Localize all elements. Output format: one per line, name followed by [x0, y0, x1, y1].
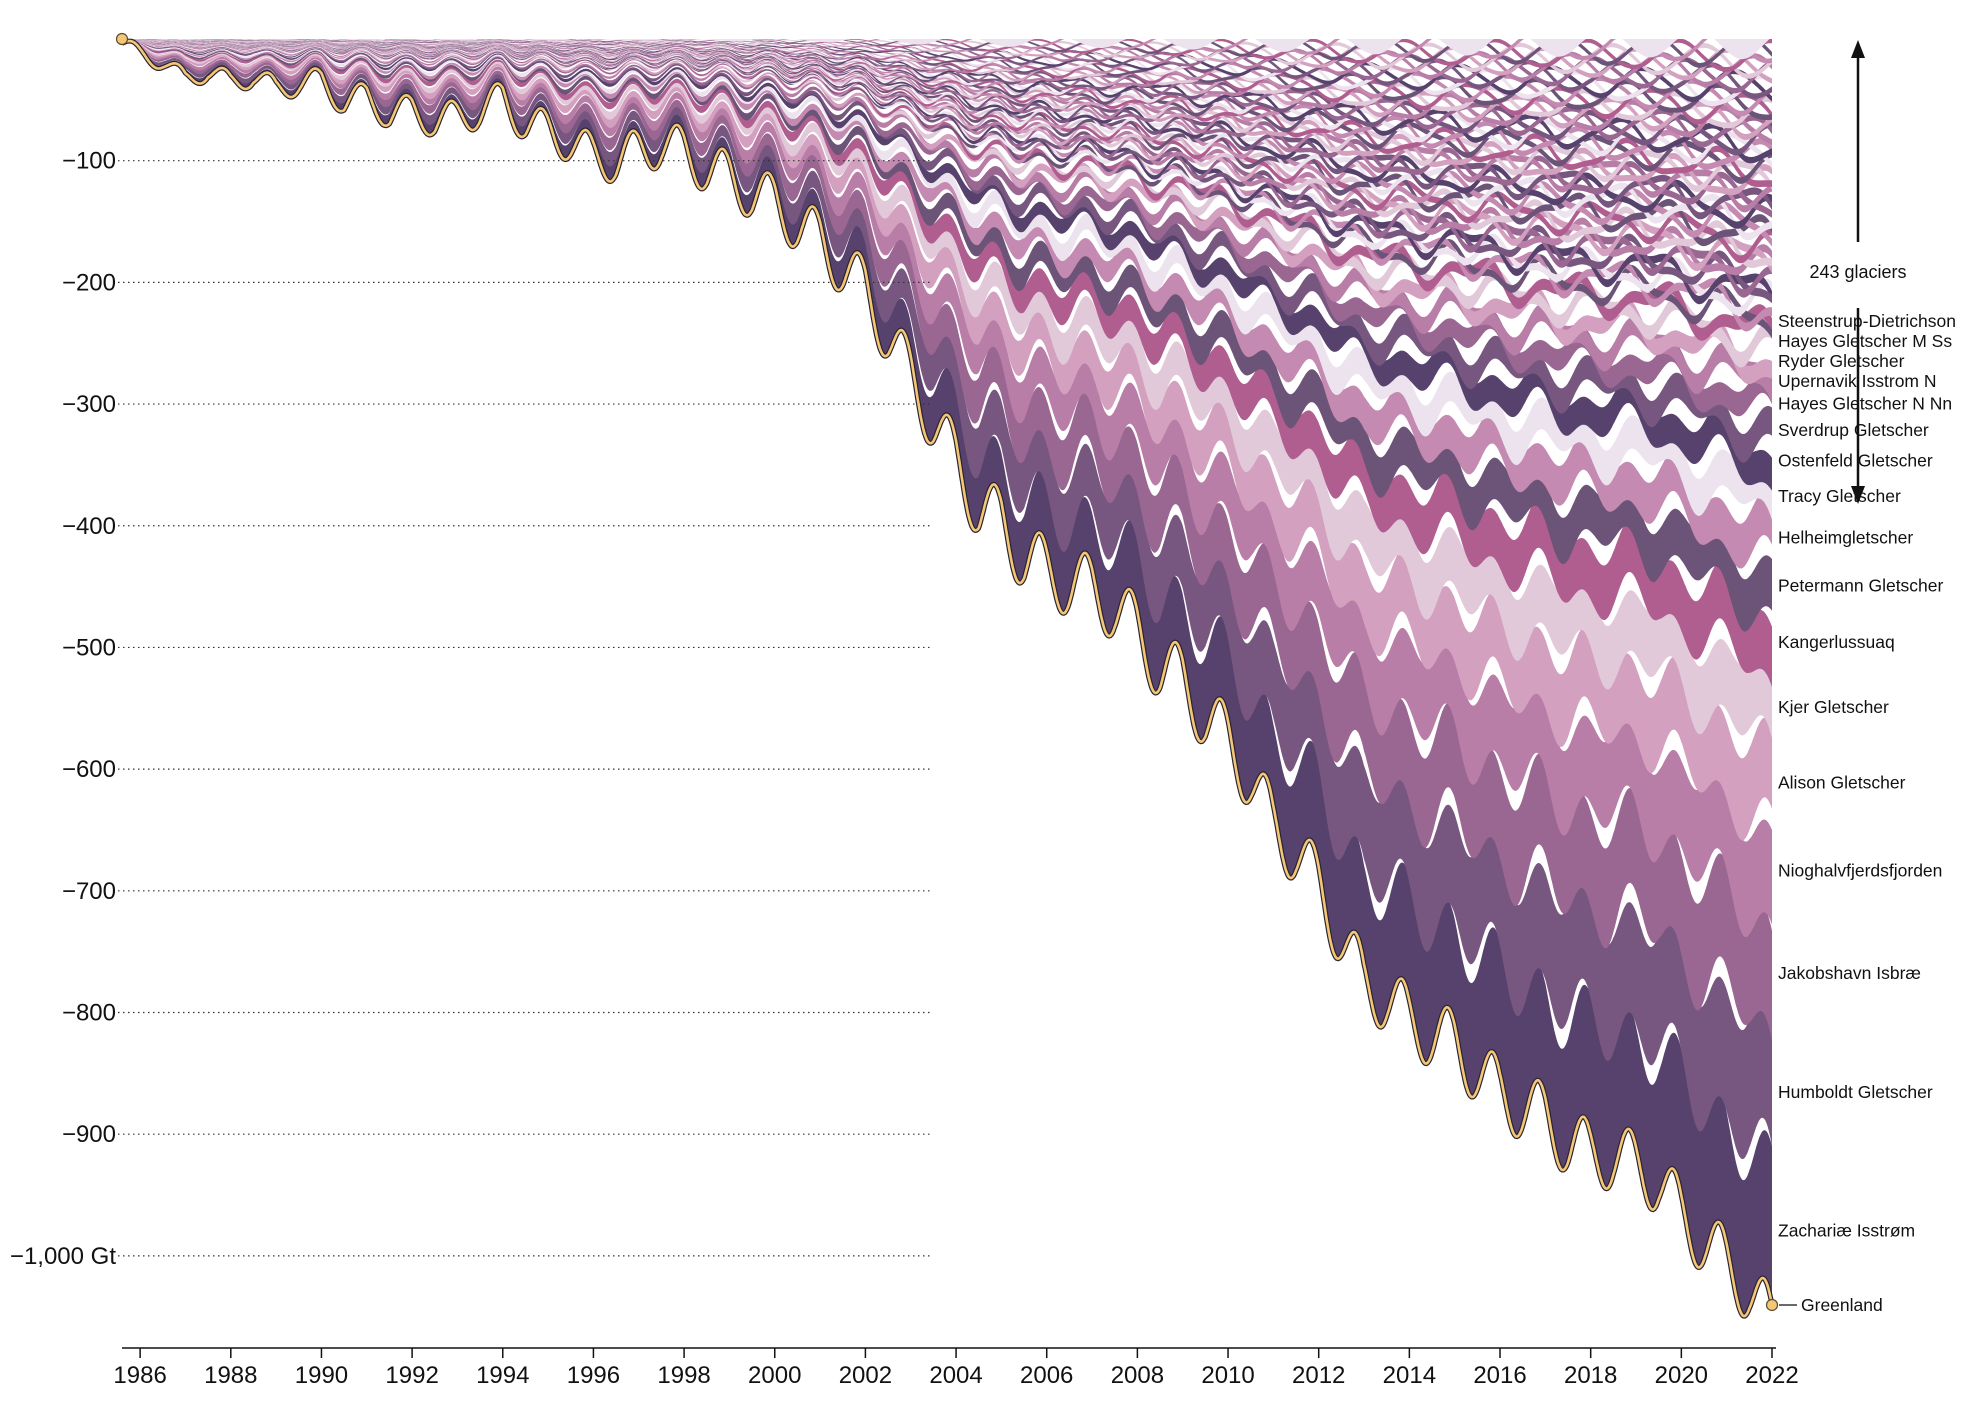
y-tick-label: −1,000 Gt: [10, 1243, 116, 1270]
glacier-label: Ostenfeld Gletscher: [1778, 451, 1933, 471]
glacier-label: Jakobshavn Isbræ: [1778, 963, 1921, 983]
y-axis: −100 −200 −300 −400 −500 −600 −700 −800 −900 −1,0…: [10, 148, 116, 1270]
glacier-label: Zachariæ Isstrøm: [1778, 1221, 1915, 1241]
glacier-band-36: [122, 39, 1772, 193]
glacier-band-47: [122, 39, 1772, 125]
glacier-label: Humboldt Gletscher: [1778, 1082, 1933, 1102]
y-grid: [118, 160, 930, 1257]
glacier-stack-areas: [122, 39, 1772, 1317]
glacier-band-39: [122, 39, 1772, 170]
x-tick-label: 2022: [1745, 1362, 1798, 1389]
glacier-band-10: [122, 39, 1772, 520]
x-tick-label: 2014: [1383, 1362, 1436, 1389]
x-tick-label: 2002: [839, 1362, 892, 1389]
glacier-label: Alison Gletscher: [1778, 773, 1906, 793]
start-point: [115, 32, 129, 46]
glacier-count-annotation: 243 glaciers: [1809, 40, 1907, 504]
y-tick-label: −300: [62, 391, 116, 418]
glacier-label: Petermann Gletscher: [1778, 576, 1944, 596]
x-tick-label: 2010: [1201, 1362, 1254, 1389]
x-tick-label: 2006: [1020, 1362, 1073, 1389]
glacier-band-54: [122, 39, 1772, 87]
glacier-band-14: [122, 39, 1772, 403]
glacier-band-3: [122, 40, 1772, 1041]
y-tick-label: −500: [62, 634, 116, 661]
glacier-band-28: [122, 39, 1772, 247]
glacier-band-6: [122, 40, 1772, 739]
glacier-label: Ryder Gletscher: [1778, 351, 1905, 371]
end-point: [1765, 1298, 1779, 1312]
y-tick-label: −200: [62, 269, 116, 296]
glacier-band-2: [122, 40, 1772, 1160]
y-tick-label: −800: [62, 1000, 116, 1027]
x-tick-label: 1988: [204, 1362, 257, 1389]
glacier-band-25: [122, 39, 1772, 274]
glacier-band-13: [122, 39, 1772, 417]
x-tick-label: 2020: [1655, 1362, 1708, 1389]
glacier-label: Kangerlussuaq: [1778, 632, 1895, 652]
y-tick-label: −400: [62, 513, 116, 540]
glacier-label: Sverdrup Gletscher: [1778, 420, 1929, 440]
greenland-label: Greenland: [1801, 1295, 1883, 1315]
x-tick-label: 2004: [929, 1362, 982, 1389]
x-tick-label: 1990: [295, 1362, 348, 1389]
glacier-label: Hayes Gletscher M Ss: [1778, 331, 1952, 351]
glacier-label: Tracy Gletscher: [1778, 486, 1901, 506]
glacier-labels: Zachariæ Isstrøm Humboldt Gletscher Jakobs…: [1778, 311, 1956, 1241]
x-tick-label: 1986: [113, 1362, 166, 1389]
x-tick-label: 2008: [1111, 1362, 1164, 1389]
arrow-up-head: [1851, 40, 1865, 58]
x-tick-label: 1998: [657, 1362, 710, 1389]
glacier-label: Steenstrup-Dietrichson: [1778, 311, 1956, 331]
glacier-band-43: [122, 39, 1772, 148]
y-tick-label: −900: [62, 1121, 116, 1148]
glacier-band-32: [122, 39, 1772, 220]
x-tick-label: 1996: [567, 1362, 620, 1389]
x-tick-label: 2012: [1292, 1362, 1345, 1389]
greenland-line: [121, 39, 1774, 1318]
x-axis: 1986 1988 1990 1992 1994 1996 1998 2000 2002 2004…: [113, 1347, 1799, 1389]
glacier-label: Nioghalvfjerdsfjorden: [1778, 861, 1942, 881]
y-tick-label: −600: [62, 756, 116, 783]
glacier-band-17: [122, 39, 1772, 341]
glacier-label: Helheimgletscher: [1778, 528, 1913, 548]
annotation-text: 243 glaciers: [1809, 262, 1906, 282]
x-tick-label: 2018: [1564, 1362, 1617, 1389]
x-tick-label: 1994: [476, 1362, 529, 1389]
x-tick-label: 2016: [1473, 1362, 1526, 1389]
glacier-band-50: [122, 39, 1772, 107]
arrow-down-head: [1851, 486, 1865, 504]
x-tick-label: 1992: [385, 1362, 438, 1389]
glacier-label: Hayes Gletscher N Nn: [1778, 394, 1952, 414]
y-tick-label: −700: [62, 878, 116, 905]
x-tick-label: 2000: [748, 1362, 801, 1389]
y-tick-label: −100: [62, 148, 116, 175]
glacier-label: Kjer Gletscher: [1778, 697, 1889, 717]
glacier-band-51: [122, 39, 1772, 103]
glacier-band-60: [122, 39, 1772, 60]
greenland-total-series: Greenland: [115, 32, 1883, 1319]
